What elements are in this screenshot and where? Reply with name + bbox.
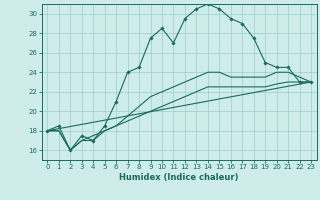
X-axis label: Humidex (Indice chaleur): Humidex (Indice chaleur)	[119, 173, 239, 182]
